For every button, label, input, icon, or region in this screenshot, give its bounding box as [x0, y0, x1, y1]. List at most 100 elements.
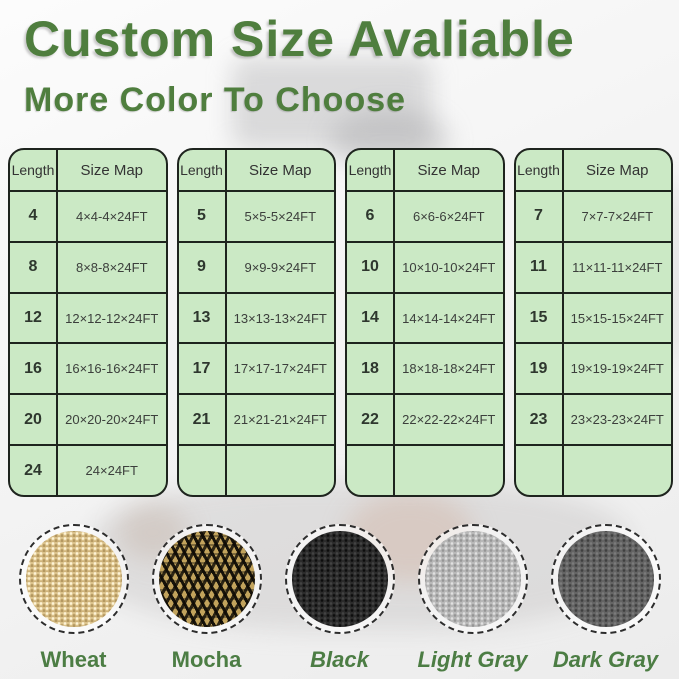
swatch-dark-gray: Dark Gray	[540, 524, 671, 673]
length-cell: 20	[10, 395, 58, 445]
table-row: 8 8×8-8×24FT	[10, 242, 166, 294]
table-header-row: Length Size Map	[347, 150, 503, 192]
length-cell: 11	[516, 242, 564, 292]
table-row: 13 13×13-13×24FT	[178, 293, 334, 345]
length-cell: 12	[10, 293, 58, 343]
size-map-cell: 14×14-14×24FT	[402, 310, 496, 326]
size-table: Length Size Map 5 5×5-5×24FT 9 9×9-9×24FT 13 13…	[176, 148, 336, 497]
page-title: Custom Size Avaliable	[24, 11, 575, 67]
page-subtitle: More Color To Choose	[24, 81, 407, 119]
size-map-cell: 12×12-12×24FT	[65, 310, 159, 326]
length-cell: 18	[347, 344, 395, 394]
size-map-cell: 17×17-17×24FT	[233, 361, 327, 377]
column-header-length: Length	[179, 150, 227, 190]
swatch-mocha: Mocha	[141, 524, 272, 673]
table-row: 5 5×5-5×24FT	[178, 192, 334, 243]
table-row: 24 24×24FT	[10, 446, 166, 495]
swatch-black: Black	[274, 524, 405, 673]
length-cell: 8	[10, 242, 58, 292]
table-row: 7 7×7-7×24FT	[515, 192, 671, 243]
size-map-cell: 21×21-21×24FT	[233, 412, 327, 428]
size-map-cell: 10×10-10×24FT	[402, 259, 496, 275]
column-header-length: Length	[516, 150, 564, 190]
column-header-size-map: Size Map	[80, 161, 144, 179]
size-map-cell: 15×15-15×24FT	[570, 310, 664, 326]
size-map-cell	[227, 446, 335, 495]
fabric-texture-dark-gray	[557, 531, 654, 627]
size-map-cell	[564, 446, 672, 495]
table-header-row: Length Size Map	[178, 150, 334, 192]
length-cell: 7	[516, 192, 564, 241]
length-cell: 10	[347, 242, 395, 292]
column-header-size-map: Size Map	[585, 161, 649, 179]
size-map-cell: 13×13-13×24FT	[233, 310, 327, 326]
size-table: Length Size Map 7 7×7-7×24FT 11 11×11-11×24FT…	[513, 148, 673, 497]
swatch-dashed-ring	[151, 524, 262, 634]
size-map-cell: 11×11-11×24FT	[572, 259, 663, 275]
size-map-cell: 4×4-4×24FT	[75, 208, 148, 224]
size-map-cell: 22×22-22×24FT	[402, 412, 496, 428]
length-cell: 14	[347, 293, 395, 343]
length-cell: 9	[179, 242, 227, 292]
table-row: 22 22×22-22×24FT	[347, 395, 503, 447]
swatch-label: Dark Gray	[552, 647, 659, 672]
size-map-cell: 5×5-5×24FT	[244, 208, 317, 224]
swatch-label: Mocha	[171, 647, 242, 672]
color-swatches: Wheat Mocha Black Light Gray Dark Gray	[0, 524, 679, 673]
column-header-size-map: Size Map	[248, 161, 312, 179]
swatch-dashed-ring	[284, 524, 395, 634]
table-header-row: Length Size Map	[515, 150, 671, 192]
length-cell: 23	[516, 395, 564, 445]
length-cell: 6	[347, 192, 395, 241]
length-cell: 24	[10, 446, 58, 495]
swatch-label: Wheat	[40, 647, 107, 672]
size-table: Length Size Map 4 4×4-4×24FT 8 8×8-8×24FT 12 12…	[8, 148, 168, 497]
table-row: 6 6×6-6×24FT	[347, 192, 503, 243]
size-map-cell: 7×7-7×24FT	[581, 208, 654, 224]
length-cell: 15	[516, 293, 564, 343]
length-cell: 16	[10, 344, 58, 394]
column-header-size-map: Size Map	[417, 161, 481, 179]
size-map-cell: 8×8-8×24FT	[75, 259, 148, 275]
table-row: 16 16×16-16×24FT	[10, 344, 166, 396]
size-map-cell: 23×23-23×24FT	[570, 412, 664, 428]
table-row: 9 9×9-9×24FT	[178, 242, 334, 294]
table-row: 14 14×14-14×24FT	[347, 293, 503, 345]
swatch-wheat: Wheat	[8, 524, 139, 673]
length-cell: 19	[516, 344, 564, 394]
swatch-light-gray: Light Gray	[407, 524, 538, 673]
table-row: 10 10×10-10×24FT	[347, 242, 503, 294]
fabric-texture-mocha	[158, 531, 255, 627]
table-row: 20 20×20-20×24FT	[10, 395, 166, 447]
table-row	[179, 446, 335, 495]
size-map-cell: 9×9-9×24FT	[244, 259, 317, 275]
swatch-dashed-ring	[18, 524, 129, 634]
table-row	[516, 446, 672, 495]
length-cell	[347, 446, 395, 495]
column-header-length: Length	[10, 150, 58, 190]
length-cell: 21	[179, 395, 227, 445]
swatch-label: Black	[310, 647, 369, 672]
size-map-cell: 24×24FT	[85, 463, 138, 479]
length-cell: 4	[10, 192, 58, 241]
length-cell: 22	[347, 395, 395, 445]
table-row: 11 11×11-11×24FT	[515, 242, 671, 294]
swatch-dashed-ring	[417, 524, 528, 634]
table-row: 18 18×18-18×24FT	[347, 344, 503, 396]
table-row: 12 12×12-12×24FT	[10, 293, 166, 345]
length-cell: 13	[179, 293, 227, 343]
size-map-cell: 16×16-16×24FT	[65, 361, 159, 377]
length-cell	[179, 446, 227, 495]
length-cell: 5	[179, 192, 227, 241]
table-row: 4 4×4-4×24FT	[10, 192, 166, 243]
size-table: Length Size Map 6 6×6-6×24FT 10 10×10-10×24FT…	[345, 148, 505, 497]
fabric-texture-light-gray	[424, 531, 521, 627]
size-map-cell	[395, 446, 503, 495]
table-row: 19 19×19-19×24FT	[515, 344, 671, 396]
table-row: 17 17×17-17×24FT	[178, 344, 334, 396]
size-map-cell: 20×20-20×24FT	[65, 412, 159, 428]
table-row: 21 21×21-21×24FT	[178, 395, 334, 447]
table-row: 15 15×15-15×24FT	[515, 293, 671, 345]
size-tables: Length Size Map 4 4×4-4×24FT 8 8×8-8×24FT 12 12…	[8, 148, 673, 497]
fabric-texture-wheat	[25, 531, 122, 627]
